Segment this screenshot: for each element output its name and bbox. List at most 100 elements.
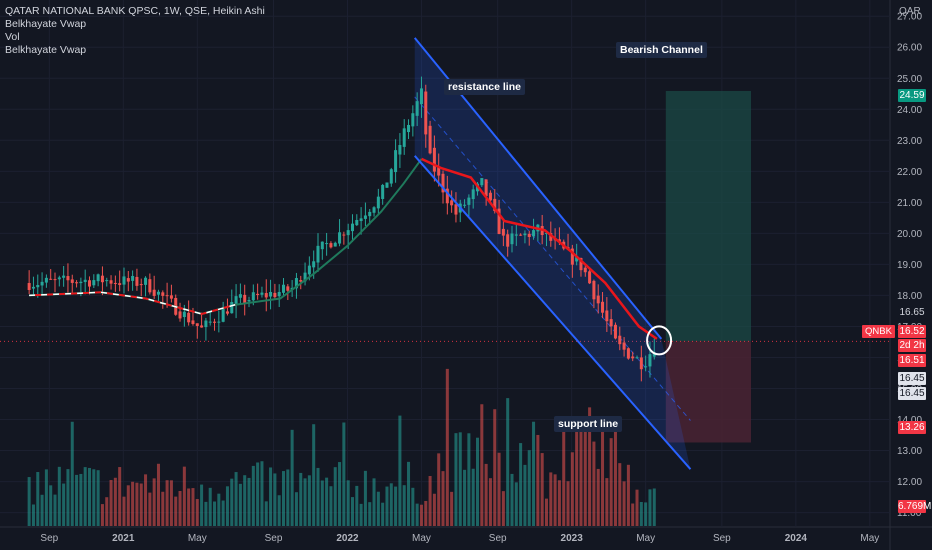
candle-body (325, 243, 329, 245)
candle-body (66, 276, 70, 281)
candle-body (527, 233, 531, 237)
candle-body (359, 218, 363, 222)
volume-bar (75, 474, 79, 526)
candle-body (109, 280, 113, 284)
candle-body (467, 197, 471, 205)
volume-bar (385, 486, 389, 526)
volume-bar (260, 461, 264, 526)
candle-body (83, 279, 87, 283)
candle-body (75, 282, 79, 284)
volume-bar (613, 425, 617, 526)
high-price-label: 16.65 (898, 306, 926, 319)
volume-bar (618, 463, 622, 526)
volume-bar (325, 477, 329, 526)
bearish-channel-label[interactable]: Bearish Channel (616, 42, 707, 58)
profit-zone (665, 90, 752, 342)
volume-bar (178, 490, 182, 526)
y-tick-label: 14.00 (897, 415, 922, 426)
candle-body (135, 276, 139, 286)
y-tick-label: 12.00 (897, 477, 922, 488)
volume-bar (350, 497, 354, 526)
vwap-red-dash (29, 291, 236, 316)
candle-body (652, 352, 656, 357)
legend-indicator-2[interactable]: Vol (5, 31, 20, 43)
volume-bar (652, 488, 656, 526)
candle-body (49, 278, 53, 280)
x-tick-label: 2023 (561, 533, 584, 544)
volume-bar (458, 432, 462, 526)
volume-bar (152, 478, 156, 526)
candle-body (342, 234, 346, 236)
candle-body (523, 233, 527, 236)
legend-indicator-1[interactable]: Belkhayate Vwap (5, 18, 87, 30)
candle-body (368, 211, 372, 217)
y-tick-label: 27.00 (897, 12, 922, 23)
volume-bar (562, 431, 566, 526)
volume-bar (217, 493, 221, 526)
resistance-line-label[interactable]: resistance line (444, 79, 525, 95)
volume-bar (527, 450, 531, 526)
volume-bar (583, 416, 587, 526)
volume-bar (575, 428, 579, 526)
volume-bar (596, 468, 600, 526)
candle-body (501, 228, 505, 236)
candle-body (307, 265, 311, 275)
candle-body (230, 302, 234, 314)
candle-body (126, 278, 130, 282)
x-tick-label: 2024 (785, 533, 808, 544)
y-tick-label: 23.00 (897, 136, 922, 147)
volume-bar (540, 453, 544, 526)
volume-bar (635, 489, 639, 526)
candle-body (191, 320, 195, 325)
volume-bar (126, 485, 130, 526)
volume-bar (70, 421, 74, 526)
x-tick-label: Sep (265, 533, 283, 544)
candle-body (100, 275, 104, 283)
volume-bar (329, 486, 333, 526)
volume-bar (626, 464, 630, 526)
legend-indicator-3[interactable]: Belkhayate Vwap (5, 44, 87, 56)
candle-body (415, 101, 419, 116)
volume-bar (286, 469, 290, 526)
volume-bar (251, 465, 255, 526)
candle-body (385, 182, 389, 188)
volume-bar (79, 473, 83, 526)
candle-body (454, 204, 458, 215)
candle-body (139, 284, 143, 286)
volume-bar (445, 368, 449, 526)
candle-body (217, 321, 221, 323)
candle-body (350, 223, 354, 232)
volume-bar (316, 467, 320, 526)
symbol-badge: QNBK (862, 325, 895, 338)
volume-label: 6.769M (898, 500, 932, 513)
candle-body (122, 276, 126, 285)
volume-bar (122, 496, 126, 526)
volume-bar (221, 500, 225, 526)
volume-bar (118, 467, 122, 526)
candle-body (493, 198, 497, 212)
volume-bar (208, 487, 212, 526)
volume-bar (182, 466, 186, 526)
y-tick-label: 20.00 (897, 229, 922, 240)
legend-title: QATAR NATIONAL BANK QPSC, 1W, QSE, Heiki… (5, 5, 265, 17)
volume-bar (213, 501, 217, 526)
volume-bar (432, 493, 436, 526)
volume-bar (87, 467, 92, 526)
y-tick-label: 19.00 (897, 260, 922, 271)
volume-bar (83, 467, 87, 526)
candle-body (376, 196, 380, 209)
volume-bar (36, 472, 40, 526)
candle-body (575, 257, 579, 262)
volume-bar (195, 499, 199, 526)
volume-bar (519, 443, 523, 526)
candle-body (131, 275, 135, 281)
candle-body (92, 280, 96, 286)
support-line-label[interactable]: support line (554, 416, 623, 432)
candle-body (36, 285, 40, 288)
candle-body (419, 88, 423, 105)
volume-bar (225, 486, 229, 526)
candle-body (398, 145, 402, 155)
volume-bar (44, 469, 48, 526)
candle-body (389, 169, 393, 184)
volume-bar (27, 477, 31, 526)
